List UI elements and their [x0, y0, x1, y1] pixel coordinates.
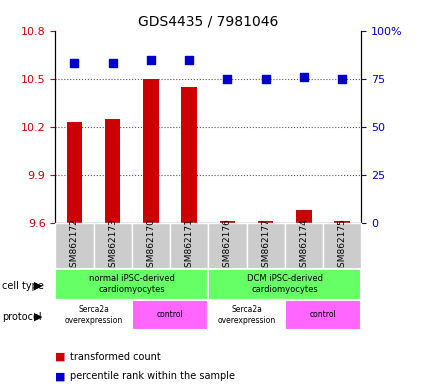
- Bar: [334, 221, 350, 223]
- Text: ▶: ▶: [34, 281, 42, 291]
- Text: percentile rank within the sample: percentile rank within the sample: [70, 371, 235, 381]
- Text: GSM862170: GSM862170: [146, 218, 156, 273]
- Point: [109, 60, 116, 66]
- FancyBboxPatch shape: [132, 300, 208, 330]
- Text: control: control: [310, 310, 336, 319]
- FancyBboxPatch shape: [170, 223, 208, 269]
- Text: GSM862172: GSM862172: [70, 218, 79, 273]
- Text: ■: ■: [55, 371, 66, 381]
- Text: normal iPSC-derived
cardiomyocytes: normal iPSC-derived cardiomyocytes: [89, 275, 175, 294]
- Text: cell type: cell type: [2, 281, 44, 291]
- Point: [186, 56, 193, 63]
- Point: [262, 76, 269, 82]
- Text: GSM862174: GSM862174: [299, 218, 309, 273]
- FancyBboxPatch shape: [323, 223, 361, 269]
- FancyBboxPatch shape: [208, 269, 361, 300]
- Point: [300, 74, 307, 80]
- Text: transformed count: transformed count: [70, 352, 161, 362]
- FancyBboxPatch shape: [246, 223, 285, 269]
- FancyBboxPatch shape: [285, 223, 323, 269]
- Text: GSM862176: GSM862176: [223, 218, 232, 273]
- Bar: [258, 221, 273, 223]
- Text: GSM862175: GSM862175: [337, 218, 347, 273]
- Text: GSM862173: GSM862173: [108, 218, 117, 273]
- Bar: [105, 119, 120, 223]
- FancyBboxPatch shape: [208, 223, 246, 269]
- Text: GSM862171: GSM862171: [184, 218, 194, 273]
- Point: [71, 60, 78, 66]
- Point: [339, 76, 346, 82]
- Text: control: control: [157, 310, 183, 319]
- Text: Serca2a
overexpression: Serca2a overexpression: [64, 305, 123, 324]
- Point: [147, 56, 154, 63]
- Text: ▶: ▶: [34, 312, 42, 322]
- Text: ■: ■: [55, 352, 66, 362]
- Bar: [143, 79, 159, 223]
- FancyBboxPatch shape: [55, 269, 208, 300]
- Text: DCM iPSC-derived
cardiomyocytes: DCM iPSC-derived cardiomyocytes: [247, 275, 323, 294]
- Text: GSM862177: GSM862177: [261, 218, 270, 273]
- FancyBboxPatch shape: [55, 300, 132, 330]
- Text: protocol: protocol: [2, 312, 42, 322]
- Point: [224, 76, 231, 82]
- Bar: [220, 221, 235, 223]
- FancyBboxPatch shape: [208, 300, 285, 330]
- Title: GDS4435 / 7981046: GDS4435 / 7981046: [138, 14, 278, 28]
- Bar: [181, 87, 197, 223]
- Text: Serca2a
overexpression: Serca2a overexpression: [217, 305, 276, 324]
- FancyBboxPatch shape: [55, 223, 94, 269]
- FancyBboxPatch shape: [132, 223, 170, 269]
- Bar: [296, 210, 312, 223]
- Bar: [67, 122, 82, 223]
- FancyBboxPatch shape: [94, 223, 132, 269]
- FancyBboxPatch shape: [285, 300, 361, 330]
